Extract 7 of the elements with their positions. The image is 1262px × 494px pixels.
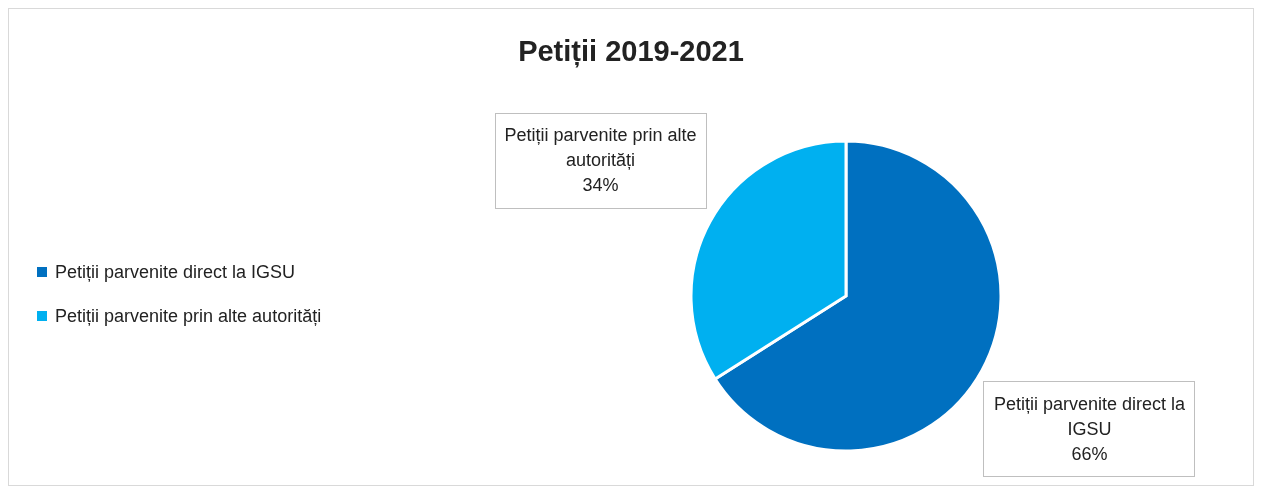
chart-title: Petiții 2019-2021 [517,35,745,68]
data-label: 66% [1070,442,1109,466]
slice-label: Petiții parvenite prin alte autorități [503,124,698,173]
legend-label: Petiții parvenite prin alte autorități [55,305,322,328]
data-label: 34% [581,174,620,198]
legend-label: Petiții parvenite direct la IGSU [55,261,296,284]
slice-label: Petiții parvenite direct la IGSU [992,392,1187,441]
